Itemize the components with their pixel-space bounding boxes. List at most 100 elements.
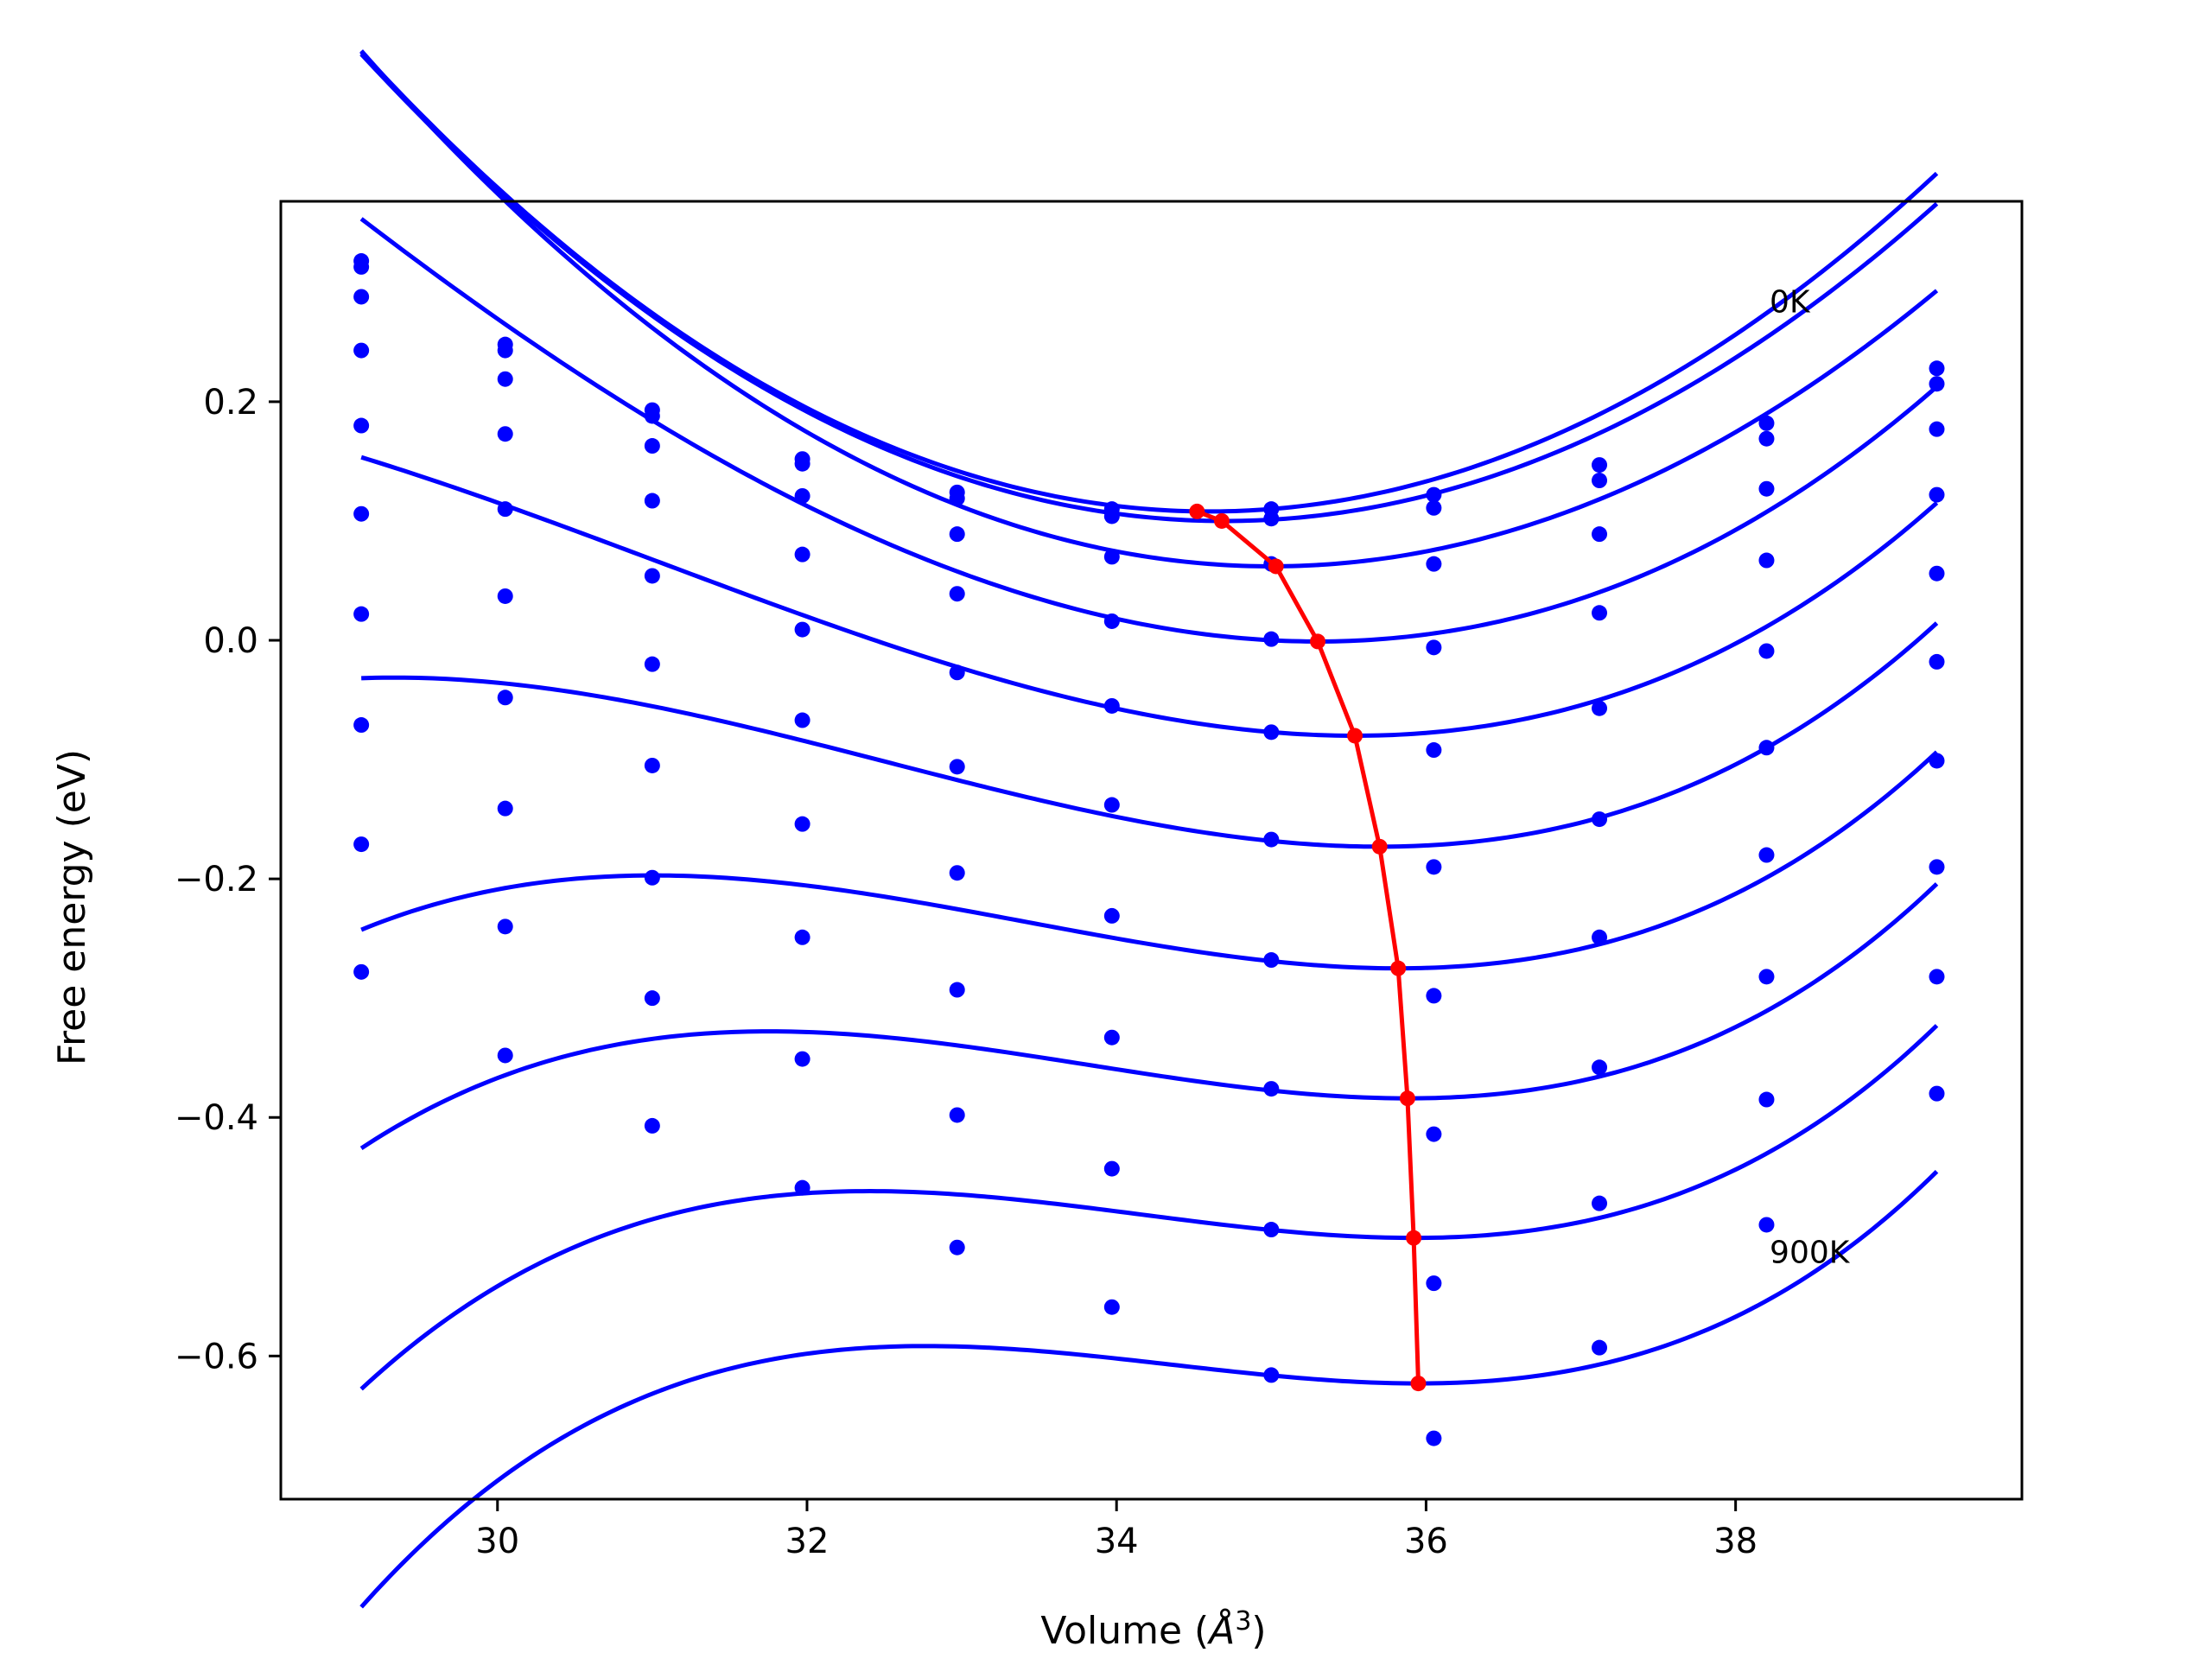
x-axis-label: Volume (Å3) [1040, 1606, 1266, 1653]
axis-ticks: 30 32 34 36 38 0.2 0.0 −0.2 −0.4 −0.6 [175, 383, 1758, 1561]
data-point-700k-1 [497, 800, 513, 817]
data-point-300k-2 [644, 493, 660, 509]
data-point-700k-3 [794, 929, 810, 945]
y-tick-label-4: −0.6 [175, 1337, 258, 1376]
data-point-300k-9 [1758, 552, 1775, 569]
data-point-200k-0 [353, 289, 370, 305]
x-tick-label-34: 34 [1095, 1522, 1139, 1561]
data-point-500k-7 [1426, 859, 1442, 875]
data-point-700k-10 [1929, 859, 1945, 875]
axes-frame [279, 200, 2024, 1501]
data-point-600k-3 [794, 816, 810, 832]
data-point-600k-10 [1929, 753, 1945, 769]
data-point-100k-6 [1263, 511, 1280, 527]
data-point-700k-8 [1592, 1059, 1608, 1076]
data-point-900k-4 [949, 1239, 965, 1255]
data-point-600k-5 [1103, 907, 1120, 924]
data-point-400k-9 [1758, 643, 1775, 659]
data-point-700k-6 [1263, 1081, 1280, 1097]
data-point-800k-7 [1426, 1275, 1442, 1292]
data-point-600k-8 [1592, 929, 1608, 945]
data-point-800k-5 [1103, 1160, 1120, 1177]
fit-curve-900k [359, 1170, 1939, 1609]
minimum-point-2 [1268, 558, 1284, 575]
data-point-400k-7 [1426, 742, 1442, 759]
minimum-point-5 [1371, 838, 1388, 855]
data-point-600k-4 [949, 865, 965, 881]
annotation-0k: 0K [1770, 284, 1811, 320]
x-tick-label-32: 32 [785, 1522, 830, 1561]
data-point-800k-2 [644, 990, 660, 1007]
fit-curve-100k [359, 52, 1939, 524]
fit-curve-600k [360, 750, 1939, 971]
minimum-point-0 [1189, 503, 1205, 519]
data-point-300k-3 [794, 546, 810, 563]
data-point-200k-9 [1758, 480, 1775, 497]
data-point-500k-6 [1263, 831, 1280, 848]
data-point-500k-0 [353, 505, 370, 522]
minimum-point-8 [1406, 1230, 1422, 1246]
y-tick-label-0: 0.2 [203, 383, 258, 423]
fit-curve-500k [361, 621, 1939, 849]
data-point-600k-9 [1758, 847, 1775, 863]
data-point-800k-9 [1758, 1091, 1775, 1108]
fit-curve-800k [359, 1024, 1939, 1391]
data-point-700k-7 [1426, 1126, 1442, 1142]
data-point-200k-1 [497, 371, 513, 387]
data-point-300k-10 [1929, 486, 1945, 503]
data-point-0k-8 [1592, 457, 1608, 474]
minimum-point-7 [1399, 1090, 1415, 1107]
data-point-400k-1 [497, 501, 513, 518]
data-point-800k-0 [353, 836, 370, 853]
data-point-100k-9 [1758, 430, 1775, 447]
data-point-0k-10 [1929, 360, 1945, 377]
data-point-200k-7 [1426, 556, 1442, 572]
data-point-400k-4 [949, 664, 965, 681]
data-point-300k-1 [497, 426, 513, 442]
data-point-500k-1 [497, 588, 513, 604]
fit-curve-300k [359, 217, 1939, 644]
data-point-400k-3 [794, 621, 810, 638]
plot-area [353, 49, 1945, 1609]
fit-curve-400k [360, 454, 1939, 738]
x-axis-unit-power: 3 [1235, 1606, 1251, 1637]
data-point-300k-7 [1426, 639, 1442, 656]
data-point-400k-6 [1263, 724, 1280, 741]
annotation-900k: 900K [1770, 1236, 1851, 1271]
minimum-point-9 [1410, 1376, 1427, 1392]
data-point-900k-7 [1426, 1430, 1442, 1446]
minimum-point-1 [1213, 512, 1230, 529]
data-point-600k-1 [497, 690, 513, 706]
data-point-100k-7 [1426, 499, 1442, 516]
data-point-300k-0 [353, 342, 370, 359]
data-point-400k-5 [1103, 697, 1120, 714]
x-tick-label-36: 36 [1404, 1522, 1448, 1561]
data-point-700k-4 [949, 982, 965, 998]
y-tick-label-2: −0.2 [175, 860, 258, 899]
fit-curve-200k [359, 49, 1939, 569]
data-point-900k-3 [794, 1179, 810, 1196]
data-point-800k-10 [1929, 969, 1945, 985]
data-point-300k-5 [1103, 613, 1120, 629]
data-point-900k-6 [1263, 1367, 1280, 1383]
data-point-500k-8 [1592, 811, 1608, 828]
data-point-900k-1 [497, 1047, 513, 1064]
data-point-700k-9 [1758, 969, 1775, 985]
data-point-100k-8 [1592, 473, 1608, 489]
data-point-400k-2 [644, 568, 660, 584]
data-point-100k-3 [794, 455, 810, 472]
y-tick-label-1: 0.0 [203, 621, 258, 661]
minimum-point-3 [1310, 633, 1326, 650]
data-point-300k-4 [949, 586, 965, 602]
y-tick-label-3: −0.4 [175, 1098, 258, 1138]
data-point-500k-2 [644, 656, 660, 672]
data-point-900k-9 [1758, 1217, 1775, 1233]
minimum-line [1196, 509, 1421, 1384]
data-point-200k-4 [949, 526, 965, 543]
data-point-600k-0 [353, 606, 370, 622]
data-point-100k-0 [353, 258, 370, 275]
data-point-800k-1 [497, 918, 513, 935]
data-point-500k-10 [1929, 653, 1945, 670]
data-point-500k-3 [794, 712, 810, 728]
